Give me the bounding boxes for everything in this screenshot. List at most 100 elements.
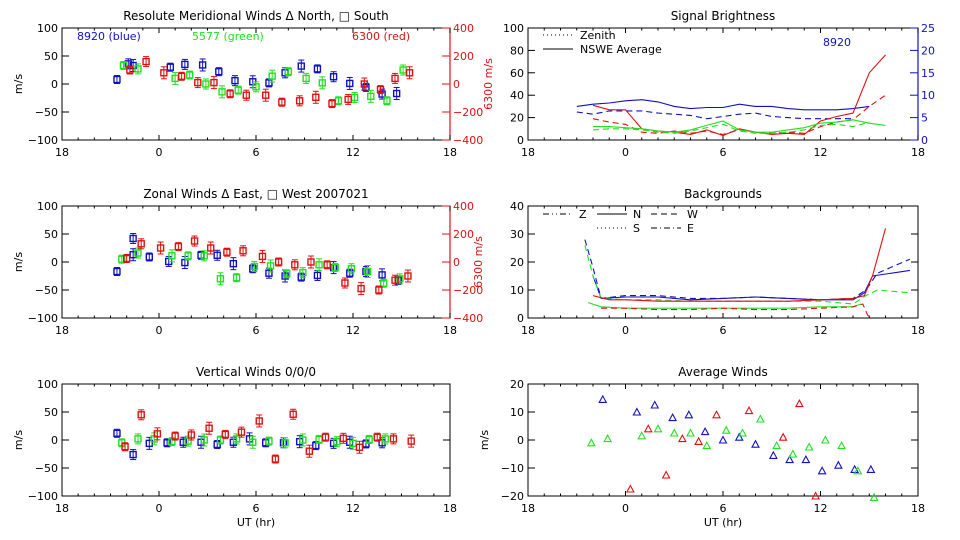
data-point	[755, 414, 765, 423]
chart-vertical: Vertical Winds 0/0/018 0 6 12 18−100−5005010…	[12, 365, 457, 529]
data-point	[168, 252, 176, 260]
data-point	[200, 252, 208, 260]
data-point	[360, 80, 369, 88]
data-point	[179, 438, 187, 446]
y-tick-label: 40	[510, 89, 524, 102]
legend-label: E	[687, 222, 694, 235]
data-point	[250, 262, 259, 271]
series-8920-n	[592, 269, 910, 301]
data-point	[232, 273, 241, 282]
data-point	[232, 435, 241, 443]
y-tick-label: 30	[510, 228, 524, 241]
data-point	[744, 405, 754, 415]
data-point	[284, 67, 293, 76]
data-point	[134, 249, 142, 257]
y-tick-label: −50	[35, 284, 58, 297]
y-tick-label: 50	[44, 228, 58, 241]
data-line	[592, 228, 887, 302]
data-point	[258, 252, 267, 261]
data-point	[231, 76, 239, 85]
x-tick-label: 12	[346, 502, 360, 515]
y-tick-label: 0	[51, 434, 58, 447]
data-point	[113, 75, 121, 84]
data-point	[249, 438, 257, 446]
y2-tick-label: 5	[921, 112, 928, 125]
data-line	[592, 269, 910, 301]
data-point	[252, 83, 260, 91]
series-6300-s	[601, 303, 872, 319]
series-6300	[625, 398, 821, 500]
y2-axis-label: 6300 m/s	[472, 236, 485, 288]
data-point	[262, 91, 270, 99]
data-point	[817, 466, 827, 475]
y-tick-label: 10	[510, 406, 524, 419]
data-point	[129, 450, 137, 459]
data-point	[380, 279, 388, 287]
data-point	[194, 78, 202, 87]
data-point	[268, 72, 276, 80]
data-point	[833, 460, 843, 469]
data-point	[221, 430, 229, 439]
data-point	[632, 407, 642, 416]
data-point	[315, 261, 323, 269]
chart-title: Backgrounds	[684, 187, 762, 201]
wavelength-label: 8920	[823, 36, 851, 49]
data-line	[592, 121, 870, 134]
data-line	[592, 54, 886, 137]
data-point	[210, 78, 218, 87]
data-point	[113, 267, 121, 276]
data-point	[346, 79, 354, 88]
data-point	[156, 244, 165, 252]
data-point	[389, 435, 398, 443]
data-point	[163, 439, 171, 447]
data-point	[734, 432, 744, 441]
data-point	[381, 435, 390, 443]
y-tick-label: 0	[51, 78, 58, 91]
data-point	[145, 439, 154, 448]
y2-tick-label: 0	[453, 256, 460, 269]
data-point	[373, 433, 381, 441]
series-8920-nswe-average	[576, 99, 870, 111]
chart-title: Vertical Winds 0/0/0	[196, 365, 316, 379]
x-tick-label: 12	[814, 146, 828, 159]
data-point	[323, 261, 331, 269]
color-key-label: 8920 (blue)	[77, 30, 141, 43]
data-point	[866, 464, 876, 473]
data-point	[768, 450, 778, 459]
data-point	[186, 71, 194, 79]
data-point	[344, 95, 352, 104]
data-point	[801, 454, 811, 464]
data-point	[216, 436, 225, 444]
data-point	[837, 440, 847, 450]
data-point	[313, 271, 322, 280]
data-point	[166, 63, 175, 71]
data-point	[378, 271, 386, 279]
data-point	[171, 432, 179, 440]
data-point	[134, 65, 142, 73]
y-tick-label: 50	[44, 406, 58, 419]
y2-tick-label: 25	[921, 22, 935, 35]
y-tick-label: 50	[44, 50, 58, 63]
x-tick-label: 0	[156, 324, 163, 337]
x-tick-label: 6	[253, 146, 260, 159]
data-point	[404, 272, 412, 280]
data-point	[668, 412, 678, 422]
data-point	[121, 443, 129, 451]
y-tick-label: −50	[35, 462, 58, 475]
data-point	[355, 443, 364, 451]
data-point	[265, 79, 273, 87]
data-point	[126, 66, 134, 74]
data-point	[229, 259, 238, 268]
y-tick-label: 100	[37, 22, 58, 35]
data-point	[291, 261, 299, 269]
series-5577	[586, 414, 879, 501]
data-point	[281, 439, 289, 447]
data-point	[295, 97, 304, 105]
data-point	[794, 398, 804, 408]
data-point	[694, 436, 704, 445]
legend-label: S	[633, 222, 640, 235]
data-point	[312, 93, 320, 102]
data-point	[677, 433, 687, 443]
x-tick-label: 0	[156, 146, 163, 159]
